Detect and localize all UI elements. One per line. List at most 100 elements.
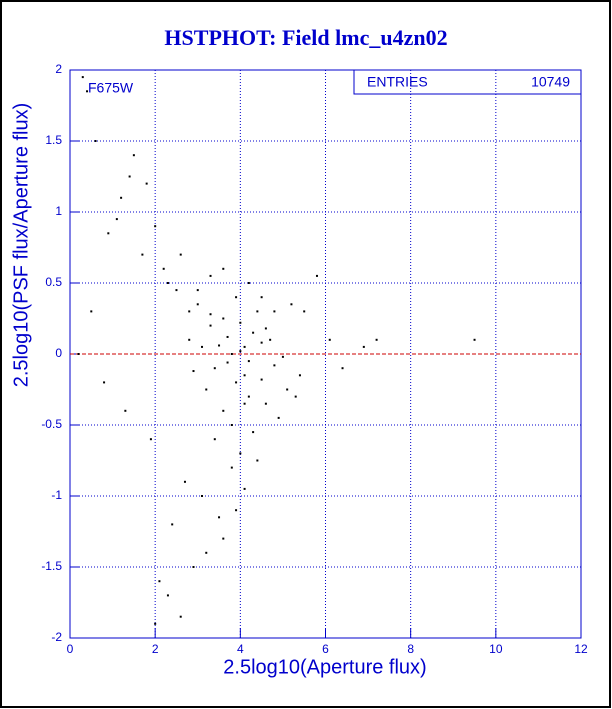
point bbox=[256, 459, 259, 462]
point bbox=[81, 76, 84, 79]
point bbox=[226, 361, 229, 364]
point bbox=[239, 350, 242, 353]
point bbox=[341, 367, 344, 370]
point bbox=[213, 367, 216, 370]
point bbox=[124, 409, 127, 412]
point bbox=[303, 310, 306, 313]
point bbox=[239, 321, 242, 324]
point bbox=[226, 335, 229, 338]
point bbox=[205, 551, 208, 554]
point bbox=[128, 175, 131, 178]
point bbox=[188, 338, 191, 341]
chart-title: HSTPHOT: Field lmc_u4zn02 bbox=[164, 25, 447, 50]
point bbox=[260, 378, 263, 381]
point bbox=[243, 487, 246, 490]
stats-label: ENTRIES bbox=[367, 74, 428, 90]
y-tick-label: 1 bbox=[55, 204, 62, 218]
x-tick-label: 10 bbox=[489, 642, 503, 656]
point bbox=[273, 364, 276, 367]
point bbox=[103, 381, 106, 384]
point bbox=[243, 374, 246, 377]
point bbox=[120, 196, 123, 199]
point bbox=[162, 267, 165, 270]
point bbox=[222, 537, 225, 540]
point bbox=[264, 402, 267, 405]
point bbox=[375, 338, 378, 341]
point bbox=[230, 466, 233, 469]
x-axis-label: 2.5log10(Aperture flux) bbox=[223, 656, 426, 678]
point bbox=[213, 438, 216, 441]
point bbox=[260, 296, 263, 299]
point bbox=[243, 345, 246, 348]
point bbox=[362, 345, 365, 348]
y-tick-label: 2 bbox=[55, 62, 62, 76]
point bbox=[141, 253, 144, 256]
point bbox=[260, 341, 263, 344]
point bbox=[222, 317, 225, 320]
point bbox=[252, 431, 255, 434]
annotation: F675W bbox=[88, 80, 134, 96]
point bbox=[115, 218, 118, 221]
point bbox=[286, 388, 289, 391]
point bbox=[132, 154, 135, 157]
point bbox=[264, 327, 267, 330]
point bbox=[86, 90, 89, 93]
point bbox=[166, 282, 169, 284]
point bbox=[201, 495, 204, 497]
point bbox=[196, 303, 199, 306]
x-tick-label: 12 bbox=[574, 642, 588, 656]
point bbox=[192, 370, 195, 373]
point bbox=[269, 338, 272, 341]
point bbox=[235, 296, 238, 299]
point bbox=[183, 480, 186, 483]
stats-value: 10749 bbox=[531, 74, 570, 90]
point bbox=[230, 353, 233, 355]
point bbox=[247, 360, 250, 363]
point bbox=[188, 310, 191, 313]
point bbox=[145, 182, 148, 185]
point bbox=[222, 267, 225, 270]
y-axis-label: 2.5log10(PSF flux/Aperture flux) bbox=[10, 103, 32, 388]
x-tick-label: 8 bbox=[407, 642, 414, 656]
y-tick-label: 1.5 bbox=[45, 133, 62, 147]
point bbox=[235, 509, 238, 512]
point bbox=[315, 274, 318, 277]
point bbox=[175, 289, 178, 292]
x-tick-label: 0 bbox=[67, 642, 74, 656]
point bbox=[247, 395, 250, 398]
point bbox=[281, 355, 284, 358]
point bbox=[222, 409, 225, 412]
point bbox=[201, 345, 204, 348]
point bbox=[77, 353, 80, 355]
point bbox=[277, 416, 280, 419]
y-tick-label: -2 bbox=[51, 630, 62, 644]
point bbox=[218, 516, 221, 519]
point bbox=[273, 310, 276, 313]
point bbox=[205, 388, 208, 391]
point bbox=[209, 274, 212, 277]
point bbox=[243, 402, 246, 405]
x-tick-label: 6 bbox=[322, 642, 329, 656]
point bbox=[235, 381, 238, 384]
y-tick-label: 0 bbox=[55, 346, 62, 360]
point bbox=[196, 289, 199, 292]
point bbox=[290, 303, 293, 306]
point bbox=[328, 338, 331, 341]
point bbox=[149, 438, 152, 441]
x-tick-label: 2 bbox=[152, 642, 159, 656]
point bbox=[94, 140, 97, 142]
point bbox=[154, 622, 157, 625]
point bbox=[239, 452, 242, 455]
point bbox=[473, 338, 476, 341]
point bbox=[158, 580, 161, 583]
point bbox=[171, 523, 174, 526]
point bbox=[209, 324, 212, 327]
point bbox=[247, 282, 250, 284]
point bbox=[166, 594, 169, 597]
y-tick-label: -0.5 bbox=[41, 417, 62, 431]
point bbox=[179, 253, 182, 256]
y-tick-label: -1 bbox=[51, 488, 62, 502]
point bbox=[209, 313, 212, 316]
